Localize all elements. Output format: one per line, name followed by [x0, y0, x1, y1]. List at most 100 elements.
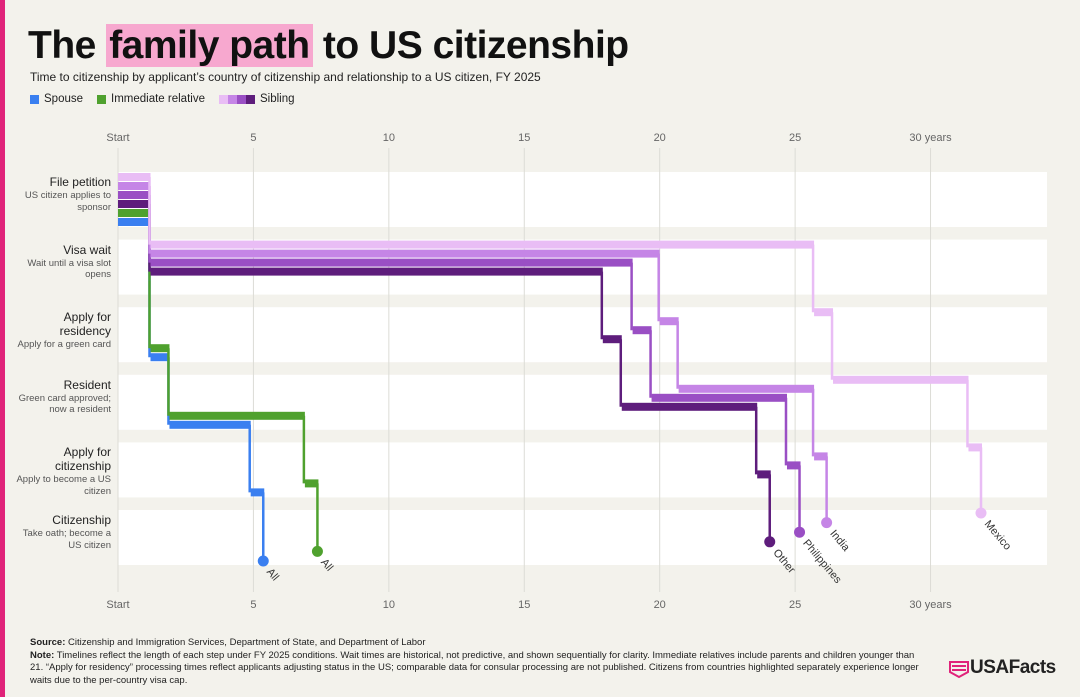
footer: Source: Citizenship and Immigration Serv…	[30, 637, 930, 687]
legend-item: Immediate relative	[97, 93, 205, 105]
x-tick-label: 15	[518, 599, 530, 611]
x-tick-label: 25	[789, 132, 801, 144]
note-text: Timelines reflect the length of each ste…	[30, 649, 919, 686]
note-label: Note:	[30, 649, 55, 661]
series: All	[118, 209, 335, 574]
legend-swatch	[245, 94, 255, 104]
legend-swatches	[97, 94, 107, 104]
x-tick-label: 30 years	[909, 132, 952, 144]
title-highlight: family path	[106, 24, 313, 67]
logo-icon	[949, 661, 969, 679]
legend-swatches	[30, 94, 39, 104]
stage-band	[118, 239, 1047, 295]
x-tick-label: 25	[789, 599, 801, 611]
source-text: Citizenship and Immigration Services, De…	[68, 637, 426, 648]
stage-label: Apply for citizenship Apply to become a U…	[11, 445, 111, 497]
x-tick-label: 30 years	[909, 599, 952, 611]
stage-label: Apply for residency Apply for a green car…	[11, 310, 111, 351]
legend-swatches	[218, 94, 255, 104]
step-segment	[118, 218, 151, 226]
stage-title: Apply for residency	[59, 310, 111, 339]
stage-label: File petition US citizen applies to spons…	[11, 175, 111, 213]
x-tick-label: 10	[383, 599, 395, 611]
step-segment	[602, 335, 622, 344]
stage-description: US citizen applies to sponsor	[24, 190, 111, 213]
step-segment	[632, 326, 652, 335]
step-segment	[814, 452, 828, 461]
legend-label: Immediate relative	[111, 93, 205, 105]
legend: Spouse Immediate relative Sibling	[30, 93, 295, 105]
step-segment	[150, 249, 660, 258]
stage-description: Wait until a visa slot opens	[27, 257, 111, 281]
end-dot	[821, 517, 833, 529]
end-dot	[975, 507, 987, 519]
step-segment	[304, 479, 319, 488]
stage-description: Take oath; become a US citizen	[22, 528, 111, 551]
stage-band	[118, 374, 1047, 430]
x-tick-label: 20	[654, 599, 666, 611]
legend-item: Spouse	[30, 93, 83, 105]
step-segment	[833, 375, 969, 384]
legend-swatch	[227, 94, 237, 104]
step-segment	[118, 200, 151, 208]
subtitle: Time to citizenship by applicant’s count…	[30, 70, 541, 84]
legend-label: Spouse	[44, 93, 84, 105]
series: India	[118, 182, 852, 554]
end-label: All	[264, 566, 281, 583]
legend-swatch	[30, 94, 39, 104]
end-dot	[794, 526, 806, 538]
end-dot	[257, 555, 269, 567]
legend-label: Sibling	[259, 93, 295, 105]
accent-bar	[0, 0, 5, 697]
legend-swatch	[218, 94, 228, 104]
step-segment	[786, 461, 801, 470]
step-segment	[651, 393, 787, 402]
step-segment	[250, 488, 265, 497]
x-tick-label: 5	[250, 599, 256, 611]
stage-description: Green card approved; now a resident	[18, 392, 111, 416]
step-segment	[150, 240, 815, 249]
step-segment	[118, 182, 151, 190]
step-segment	[118, 191, 151, 199]
step-segment	[118, 173, 151, 181]
x-tick-label: 20	[654, 132, 666, 144]
step-segment	[150, 258, 633, 267]
stage-band	[118, 172, 1047, 227]
step-segment	[757, 470, 771, 479]
step-segment	[150, 267, 603, 276]
step-segment	[150, 344, 170, 353]
title-part: to US citizenship	[322, 24, 629, 67]
step-segment	[678, 384, 815, 393]
step-segment	[169, 411, 305, 420]
stage-band	[118, 510, 1047, 565]
step-segment	[118, 209, 151, 217]
step-segment	[968, 443, 982, 452]
legend-item: Sibling	[218, 93, 295, 105]
legend-swatch	[236, 94, 246, 104]
step-segment	[169, 420, 251, 429]
x-tick-label: Start	[106, 132, 129, 144]
stage-title: Visa wait	[63, 242, 111, 257]
step-segment	[621, 402, 758, 411]
logo: USAFacts	[970, 657, 1056, 678]
x-tick-label: Start	[106, 599, 129, 611]
x-tick-label: 5	[250, 132, 256, 144]
end-dot	[764, 536, 776, 548]
source-label: Source:	[30, 637, 66, 648]
stage-title: Resident	[63, 377, 111, 392]
title: The family path to US citizenship	[28, 24, 629, 68]
title-part: The	[28, 24, 96, 67]
step-segment	[659, 317, 679, 326]
x-tick-label: 10	[383, 132, 395, 144]
step-segment	[814, 308, 834, 317]
stage-title: Apply for citizenship	[54, 445, 111, 474]
stage-band	[118, 442, 1047, 498]
stage-label: Resident Green card approved; now a resid…	[11, 378, 111, 416]
x-tick-label: 15	[518, 132, 530, 144]
stage-title: File petition	[49, 175, 111, 189]
step-segment	[150, 353, 170, 362]
stage-description: Apply to become a US citizen	[16, 474, 111, 497]
legend-swatch	[97, 94, 107, 104]
